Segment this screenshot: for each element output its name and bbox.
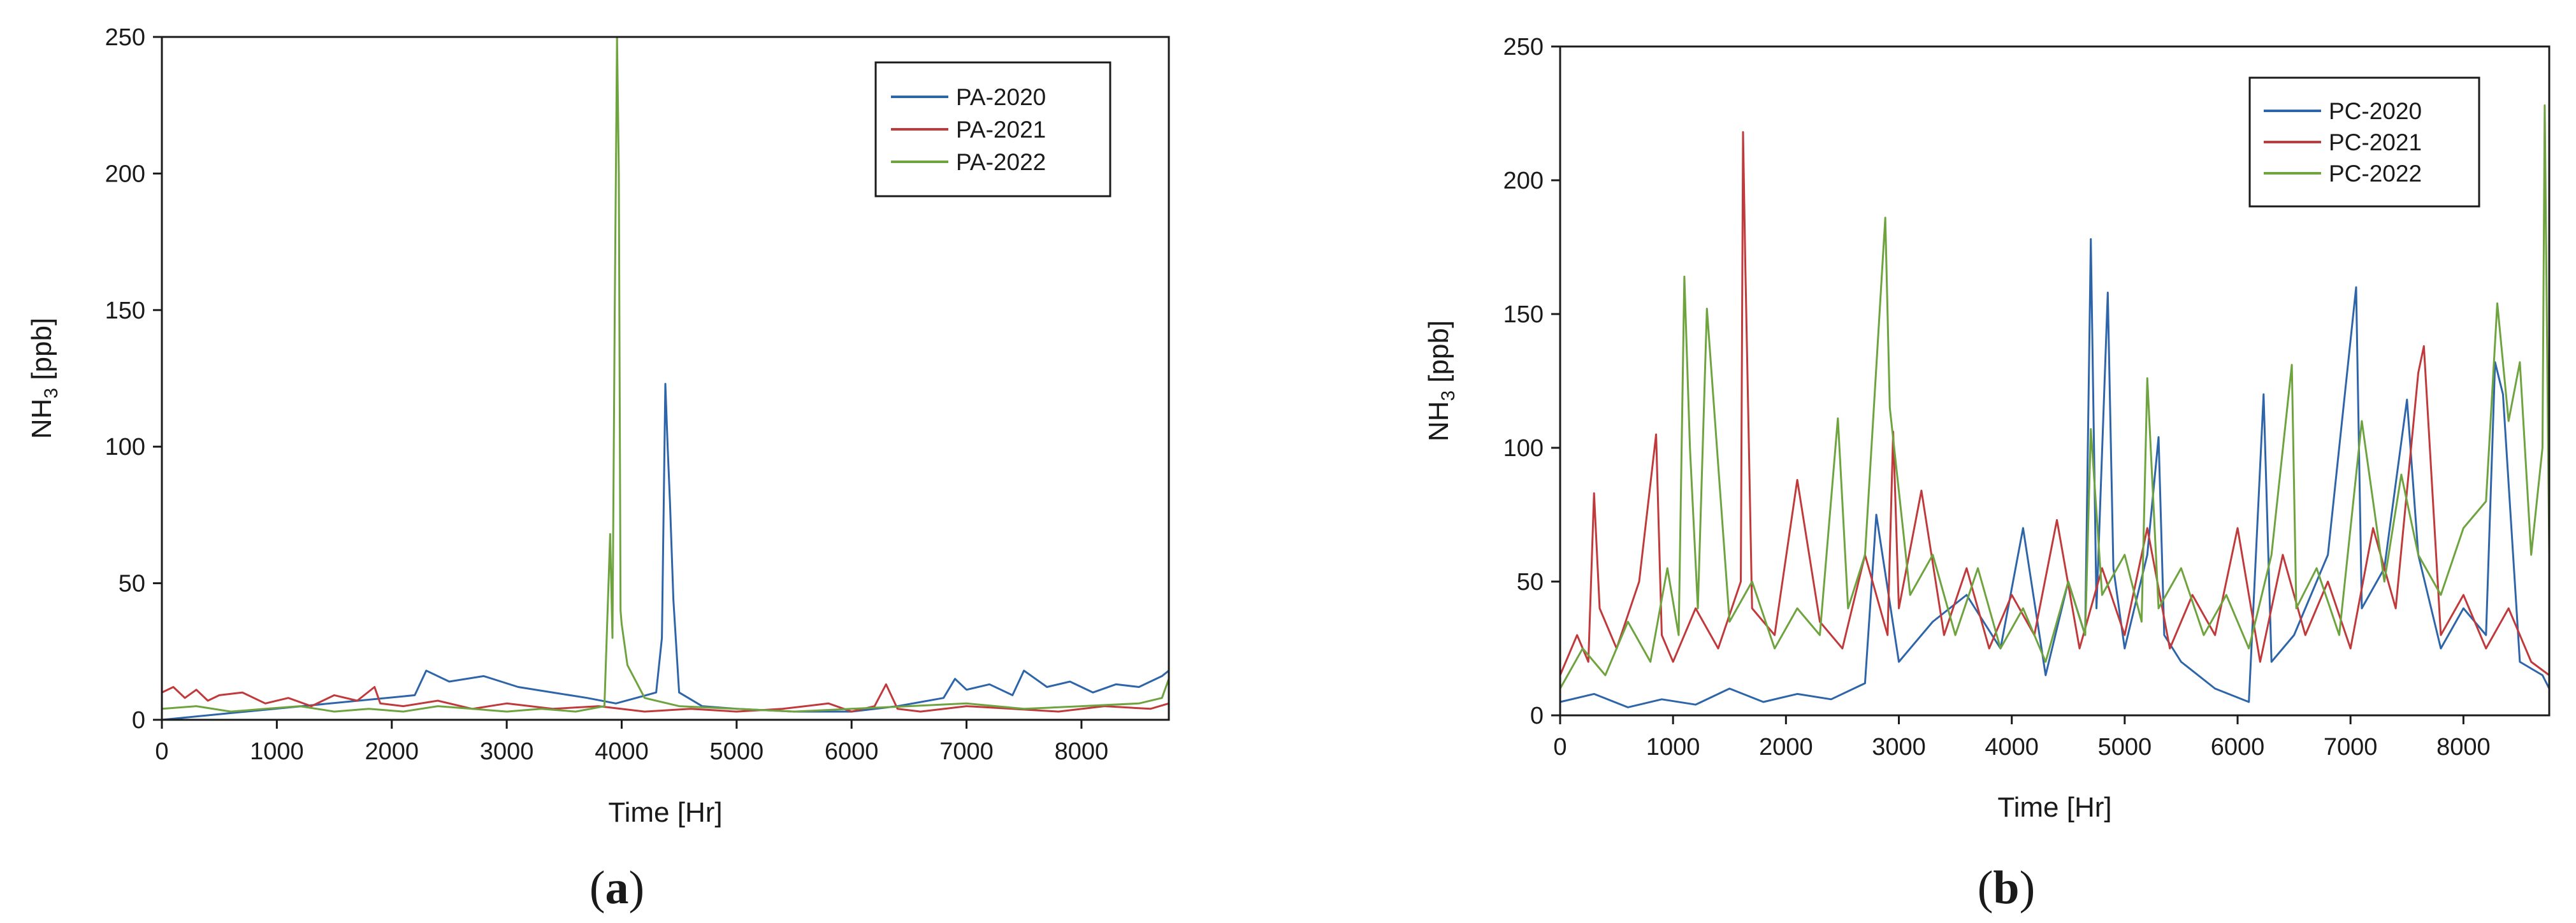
x-tick-label-b-1000: 1000	[1646, 734, 1700, 761]
y-tick-label-a-0: 0	[132, 707, 145, 734]
x-tick-label-a-0: 0	[155, 738, 168, 765]
series-line-pa-2020	[161, 383, 1169, 721]
y-axis-title-a: NH3 [ppb]	[26, 318, 62, 439]
legend-b: PC-2020 PC-2021 PC-2022	[2248, 76, 2480, 208]
axis-ticks-a: 0 1000 2000 3000 4000 5000 6000 7000 8000 0 50 100 1…	[105, 24, 1109, 765]
series-line-pc-2021	[1559, 131, 2550, 676]
y-tick-label-b-150: 150	[1503, 301, 1544, 328]
chart-panel-a: 0 1000 2000 3000 4000 5000 6000 7000 8000 0 50 100 1…	[26, 24, 1170, 914]
plot-frame-b	[1559, 45, 2551, 717]
series-lines-b	[1559, 104, 2551, 708]
x-tick-label-a-8000: 8000	[1055, 738, 1109, 765]
y-tick-label-b-50: 50	[1517, 569, 1544, 596]
series-line-pc-2022	[1559, 104, 2551, 689]
plot-frame-a	[161, 36, 1170, 721]
x-axis-title-b: Time [Hr]	[1997, 792, 2111, 823]
series-lines-a	[161, 36, 1170, 721]
legend-label-b-1: PC-2021	[2329, 129, 2422, 155]
legend-label-a-0: PA-2020	[956, 84, 1046, 110]
x-tick-label-a-1000: 1000	[250, 738, 304, 765]
x-tick-label-b-5000: 5000	[2098, 734, 2152, 761]
y-tick-label-b-100: 100	[1503, 435, 1544, 462]
legend-label-b-2: PC-2022	[2329, 161, 2422, 187]
x-tick-label-b-8000: 8000	[2436, 734, 2491, 761]
y-tick-label-a-50: 50	[119, 571, 145, 597]
chart-panel-b: 0 1000 2000 3000 4000 5000 6000 7000 8000 0 50 100 1…	[1423, 34, 2551, 914]
y-tick-label-b-250: 250	[1503, 34, 1544, 61]
x-tick-label-a-5000: 5000	[710, 738, 764, 765]
axis-ticks-b: 0 1000 2000 3000 4000 5000 6000 7000 8000 0 50 100 1…	[1503, 34, 2491, 761]
x-tick-label-b-3000: 3000	[1872, 734, 1926, 761]
series-line-pa-2021	[161, 683, 1169, 713]
panel-label-a: (a)	[590, 862, 644, 914]
x-tick-label-a-2000: 2000	[365, 738, 419, 765]
y-tick-label-a-250: 250	[105, 24, 145, 51]
x-tick-label-b-4000: 4000	[1985, 734, 2039, 761]
y-tick-label-b-0: 0	[1530, 703, 1544, 729]
x-tick-label-a-6000: 6000	[825, 738, 879, 765]
legend-label-a-2: PA-2022	[956, 149, 1046, 175]
y-tick-label-b-200: 200	[1503, 168, 1544, 194]
y-tick-label-a-150: 150	[105, 297, 145, 324]
x-tick-label-b-7000: 7000	[2324, 734, 2378, 761]
x-tick-label-b-6000: 6000	[2211, 734, 2265, 761]
y-tick-label-a-200: 200	[105, 161, 145, 187]
x-tick-label-a-7000: 7000	[939, 738, 994, 765]
x-tick-label-b-0: 0	[1553, 734, 1567, 761]
x-tick-label-a-4000: 4000	[595, 738, 649, 765]
legend-label-a-1: PA-2021	[956, 117, 1046, 143]
panel-label-b: (b)	[1978, 862, 2035, 914]
y-tick-label-a-100: 100	[105, 434, 145, 461]
legend-label-b-0: PC-2020	[2329, 98, 2422, 124]
series-line-pc-2020	[1559, 238, 2551, 708]
legend-a: PA-2020 PA-2021 PA-2022	[874, 61, 1111, 197]
x-tick-label-b-2000: 2000	[1759, 734, 1813, 761]
x-axis-title-a: Time [Hr]	[608, 797, 722, 828]
series-line-pa-2022	[161, 36, 1170, 713]
y-axis-title-b: NH3 [ppb]	[1423, 320, 1459, 441]
x-tick-label-a-3000: 3000	[480, 738, 534, 765]
